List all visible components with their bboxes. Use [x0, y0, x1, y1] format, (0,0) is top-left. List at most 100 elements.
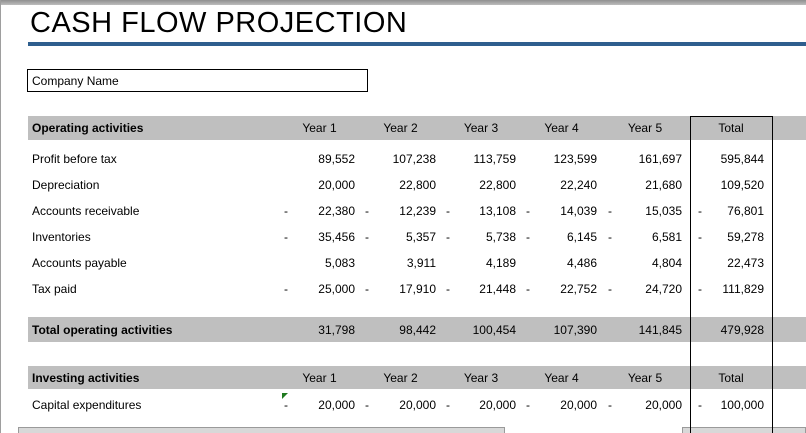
value-cell[interactable]: 4,804 [604, 250, 686, 276]
value-cell[interactable]: - 12,239 [361, 198, 440, 224]
value-cell[interactable]: - 20,000 [522, 392, 601, 418]
negative-sign: - [365, 282, 369, 296]
value-cell[interactable]: 161,697 [604, 146, 686, 172]
cell-value: 5,357 [405, 230, 436, 244]
cell-value: 20,000 [318, 178, 355, 192]
cell-value: 20,000 [399, 398, 436, 412]
column-header-year-4: Year 4 [544, 121, 579, 135]
value-cell[interactable]: 595,844 [694, 146, 768, 172]
value-cell[interactable]: - 6,581 [604, 224, 686, 250]
cell-value: 111,829 [722, 282, 764, 296]
value-cell[interactable]: 21,680 [604, 172, 686, 198]
column-header-year-3: Year 3 [463, 370, 499, 385]
cell-value: 100,454 [472, 322, 516, 337]
negative-sign: - [526, 398, 530, 412]
value-cell[interactable]: - 100,000 [694, 392, 768, 418]
value-cell[interactable]: - 59,278 [694, 224, 768, 250]
value-cell[interactable]: - 20,000 [280, 392, 359, 418]
value-cell[interactable]: 22,240 [522, 172, 601, 198]
table-row: Tax paid -25,000-17,910-21,448-22,752-24,… [28, 276, 806, 302]
value-cell[interactable]: 113,759 [442, 146, 520, 172]
value-cell[interactable]: - 111,829 [694, 276, 768, 302]
cell-value: 3,911 [406, 256, 436, 270]
cell-value: 595,844 [720, 152, 764, 166]
value-cell[interactable]: - 25,000 [280, 276, 359, 302]
value-cell[interactable]: - 20,000 [442, 392, 520, 418]
value-cell[interactable]: 22,800 [442, 172, 520, 198]
operating-section-title: Operating activities [32, 121, 144, 135]
cell-value: 6,581 [651, 230, 682, 244]
cell-value: 113,759 [473, 152, 517, 166]
value-cell[interactable]: 89,552 [280, 146, 359, 172]
investing-section-title: Investing activities [32, 370, 140, 385]
negative-sign: - [698, 204, 702, 218]
cell-value: 4,189 [485, 256, 516, 270]
value-cell[interactable]: - 21,448 [442, 276, 520, 302]
cell-value: 14,039 [560, 204, 597, 218]
value-cell[interactable]: - 17,910 [361, 276, 440, 302]
cell-value: 89,552 [318, 152, 355, 166]
total-value-cell[interactable]: 107,390 [522, 317, 601, 342]
cell-value: 22,800 [399, 178, 436, 192]
value-cell[interactable]: - 24,720 [604, 276, 686, 302]
cell-value: 22,240 [560, 178, 597, 192]
value-cell[interactable]: 4,189 [442, 250, 520, 276]
negative-sign: - [365, 230, 369, 244]
cell-value: 22,380 [318, 204, 355, 218]
value-cell[interactable]: - 15,035 [604, 198, 686, 224]
negative-sign: - [446, 398, 450, 412]
excel-error-marker-icon [282, 393, 288, 399]
cutoff-next-row-right [682, 427, 806, 433]
value-cell[interactable]: 123,599 [522, 146, 601, 172]
row-label: Profit before tax [32, 152, 117, 166]
value-cell[interactable]: - 14,039 [522, 198, 601, 224]
value-cell[interactable]: 20,000 [280, 172, 359, 198]
total-value-cell[interactable]: 100,454 [442, 317, 520, 342]
value-cell[interactable]: - 13,108 [442, 198, 520, 224]
negative-sign: - [284, 204, 288, 218]
value-cell[interactable]: - 20,000 [604, 392, 686, 418]
cell-value: 107,238 [392, 152, 436, 166]
value-cell[interactable]: - 6,145 [522, 224, 601, 250]
total-value-cell[interactable]: 141,845 [604, 317, 686, 342]
cell-value: 76,801 [727, 204, 764, 218]
table-row: Accounts payable 5,083 3,911 4,189 4,486 4,80… [28, 250, 806, 276]
value-cell[interactable]: 109,520 [694, 172, 768, 198]
total-value-cell[interactable]: 31,798 [280, 317, 359, 342]
value-cell[interactable]: 22,800 [361, 172, 440, 198]
value-cell[interactable]: - 5,357 [361, 224, 440, 250]
cell-value: 12,239 [399, 204, 436, 218]
negative-sign: - [698, 282, 702, 296]
cell-value: 4,486 [566, 256, 597, 270]
cell-value: 59,278 [727, 230, 764, 244]
negative-sign: - [526, 282, 530, 296]
value-cell[interactable]: 4,486 [522, 250, 601, 276]
value-cell[interactable]: - 20,000 [361, 392, 440, 418]
cell-value: 123,599 [553, 152, 597, 166]
negative-sign: - [608, 398, 612, 412]
title-underline-rule [28, 42, 806, 46]
column-header-total: Total [718, 370, 744, 385]
value-cell[interactable]: - 76,801 [694, 198, 768, 224]
value-cell[interactable]: - 35,456 [280, 224, 359, 250]
cell-value: 5,738 [485, 230, 516, 244]
value-cell[interactable]: - 22,380 [280, 198, 359, 224]
cell-value: 31,798 [318, 322, 355, 337]
value-cell[interactable]: - 22,752 [522, 276, 601, 302]
negative-sign: - [698, 230, 702, 244]
total-value-cell[interactable]: 479,928 [694, 317, 768, 342]
value-cell[interactable]: 3,911 [361, 250, 440, 276]
table-row: Inventories -35,456-5,357-5,738-6,145-6,5… [28, 224, 806, 250]
negative-sign: - [446, 230, 450, 244]
company-name-input[interactable] [27, 69, 368, 92]
total-value-cell[interactable]: 98,442 [361, 317, 440, 342]
negative-sign: - [608, 204, 612, 218]
cell-value: 21,680 [645, 178, 682, 192]
value-cell[interactable]: 5,083 [280, 250, 359, 276]
value-cell[interactable]: 22,473 [694, 250, 768, 276]
value-cell[interactable]: 107,238 [361, 146, 440, 172]
cell-value: 20,000 [318, 398, 355, 412]
table-row: Capital expenditures -20,000-20,000-20,00… [28, 392, 806, 418]
value-cell[interactable]: - 5,738 [442, 224, 520, 250]
